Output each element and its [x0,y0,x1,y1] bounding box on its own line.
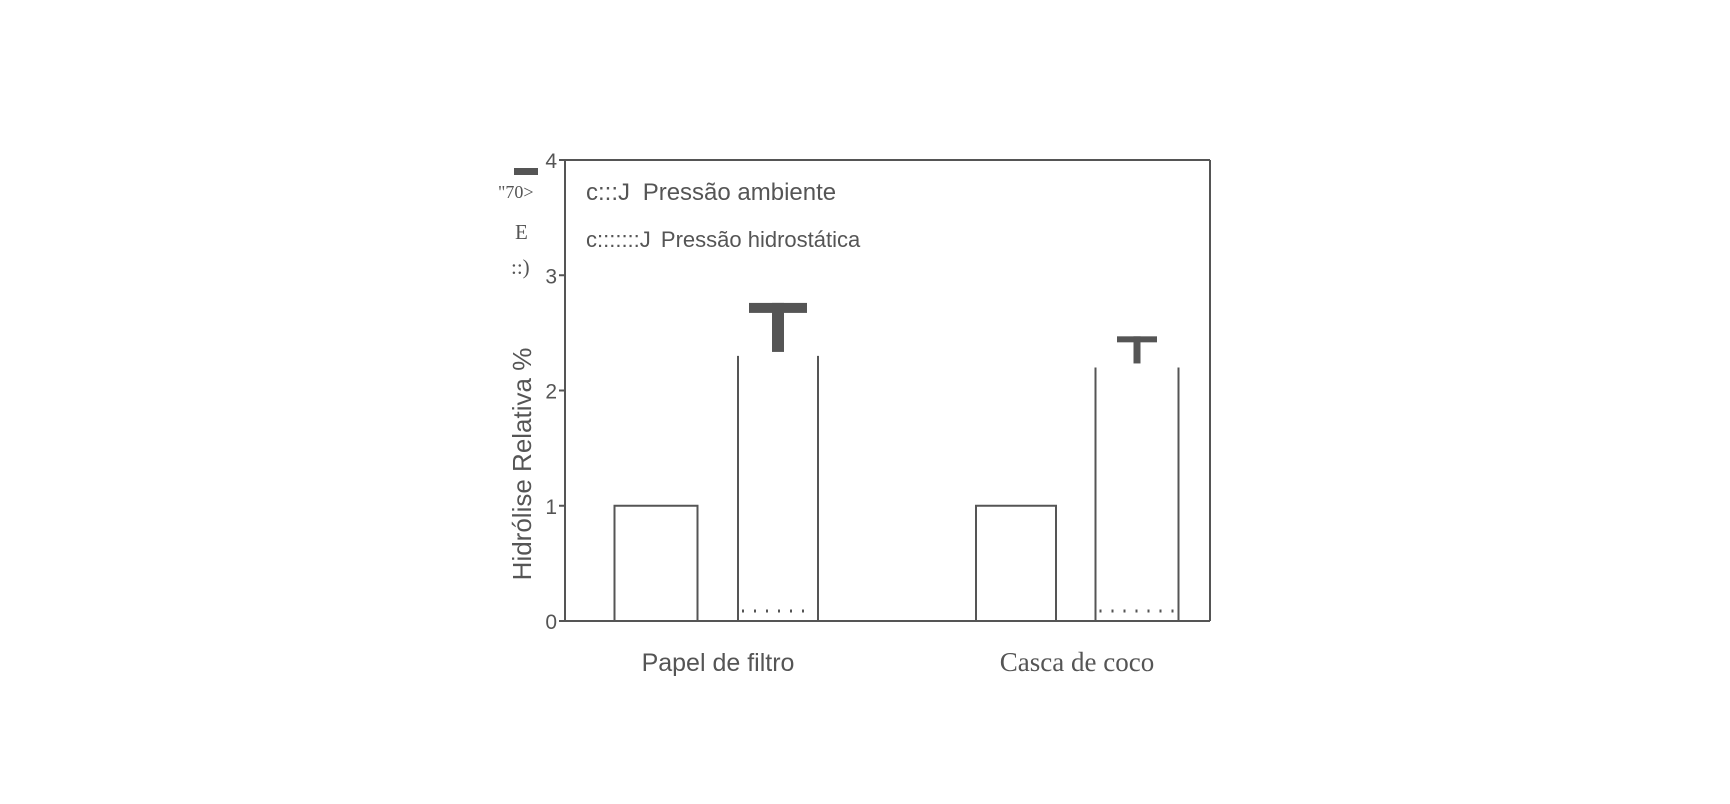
y-tick-label: 1 [545,496,557,519]
axis-artifact-1: "70> [498,182,534,202]
axis-artifact-3: ::) [511,255,530,279]
y-axis-title: Hidrólise Relativa % [507,348,537,581]
y-tick-label: 4 [545,150,557,173]
axis-dash-mark [514,168,538,175]
x-tick-label: Papel de filtro [642,649,795,677]
legend-label-ambient: Pressão ambiente [643,179,836,206]
axis-artifact-2: E [515,220,528,244]
legend-marker-ambient: c:::J [586,179,630,206]
legend-label-hydrostatic: Pressão hidrostática [661,227,861,252]
y-tick-label: 2 [545,381,557,404]
y-axis-ticks: 0 1 2 3 4 [545,150,565,634]
bars [613,302,1180,621]
legend-item-hydrostatic: c:::::::J Pressão hidrostática [586,227,861,252]
bar-ambient-1 [613,504,699,621]
y-tick-label: 3 [545,265,557,288]
bar-hydrostatic-2 [1094,336,1180,621]
legend-marker-hydrostatic: c:::::::J [586,227,651,252]
svg-text:c:::J Pressão ambiente: c:::J Pressão ambiente [586,179,836,206]
bar-ambient-2 [975,504,1057,621]
legend: c:::J Pressão ambiente c:::::::J Pressão… [586,179,861,252]
svg-text:c:::::::J Pressão hidr: c:::::::J Pressão hidrostática [586,227,861,252]
bar-hydrostatic-1 [737,302,819,621]
x-axis-labels: Papel de filtro Casca de coco [642,647,1155,677]
legend-item-ambient: c:::J Pressão ambiente [586,179,836,206]
error-bar-stem [772,302,784,352]
error-bar-stem [1133,336,1141,364]
x-tick-label: Casca de coco [1000,647,1154,677]
y-tick-label: 0 [545,611,557,634]
